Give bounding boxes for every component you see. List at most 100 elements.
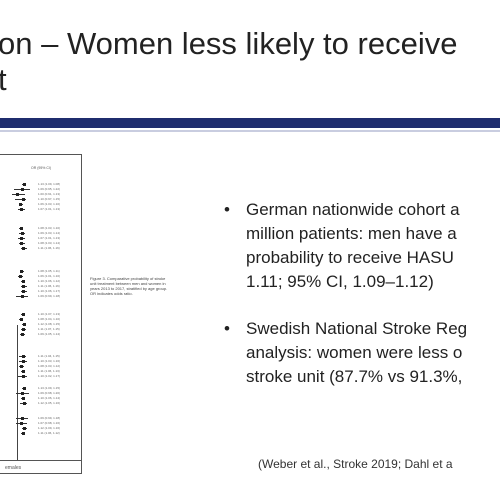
forest-plot-value: 1.12 (1.09, 1.16) bbox=[38, 426, 61, 430]
bullet-line: 1.11; 95% CI, 1.09–1.12) bbox=[246, 272, 434, 291]
forest-plot-point bbox=[22, 427, 26, 430]
forest-plot-value: 1.11 (1.04, 1.15) bbox=[38, 354, 60, 358]
forest-plot-point bbox=[22, 247, 26, 250]
forest-plot-point bbox=[20, 188, 24, 191]
forest-plot-value: 1.09 (0.99, 1.18) bbox=[38, 294, 61, 298]
forest-plot-row: 1.09 (0.99, 1.18) bbox=[2, 416, 78, 420]
forest-plot-point bbox=[20, 417, 24, 420]
forest-plot-row: 1.08 (1.03, 1.12) bbox=[2, 364, 78, 368]
forest-plot-value: 1.07 (0.98, 1.16) bbox=[38, 421, 61, 425]
forest-plot-value: 1.11 (1.06, 1.16) bbox=[38, 246, 60, 250]
forest-plot-figure: OR (95% CI) 1.13 (1.09, 1.08) 1.09 (0.95,… bbox=[0, 154, 82, 474]
bullet-line: German nationwide cohort a bbox=[246, 200, 460, 219]
forest-plot-row: 1.11 (1.06, 1.13) bbox=[2, 369, 78, 373]
forest-plot-point bbox=[20, 365, 24, 368]
forest-plot-point bbox=[21, 360, 25, 363]
forest-plot-point bbox=[21, 313, 25, 316]
forest-plot-value: 1.08 (1.05, 1.11) bbox=[38, 269, 60, 273]
forest-plot-point bbox=[20, 333, 24, 336]
forest-plot-point bbox=[22, 370, 26, 373]
forest-plot-row: 1.09 (1.05, 1.14) bbox=[2, 332, 78, 336]
forest-plot-row: 1.10 (1.06, 1.14) bbox=[2, 396, 78, 400]
forest-plot-row: 1.09 (0.95, 1.22) bbox=[2, 187, 78, 191]
forest-plot-row: 1.13 (1.09, 1.08) bbox=[2, 182, 78, 186]
forest-plot-row: 1.09 (1.03, 1.14) bbox=[2, 231, 78, 235]
forest-plot-row: 1.00 (0.91, 1.13) bbox=[2, 192, 78, 196]
forest-plot-point bbox=[23, 387, 27, 390]
figure-caption: Figure 3. Comparative probability of str… bbox=[90, 276, 168, 296]
bullet-line: analysis: women were less o bbox=[246, 343, 463, 362]
forest-plot-value: 1.08 (1.04, 1.10) bbox=[38, 317, 61, 321]
forest-plot-value: 1.12 (1.05, 1.16) bbox=[38, 401, 61, 405]
forest-plot-row: 1.10 (1.06, 1.17) bbox=[2, 289, 78, 293]
forest-plot-row: 1.12 (1.09, 1.16) bbox=[2, 426, 78, 430]
forest-plot-value: 1.08 (1.03, 1.14) bbox=[38, 241, 61, 245]
forest-plot-row: 1.10 (1.06, 1.12) bbox=[2, 279, 78, 283]
forest-plot-row: 1.10 (1.03, 1.16) bbox=[2, 359, 78, 363]
forest-plot-point bbox=[22, 285, 26, 288]
forest-plot-row: 1.06 (1.01, 1.10) bbox=[2, 274, 78, 278]
forest-plot-row: 1.11 (1.06, 1.16) bbox=[2, 284, 78, 288]
forest-plot-row: 1.12 (1.08, 1.15) bbox=[2, 322, 78, 326]
forest-plot-value: 1.13 (1.09, 1.15) bbox=[38, 386, 61, 390]
forest-plot-point bbox=[22, 328, 26, 331]
forest-plot-value: 1.08 (1.03, 1.10) bbox=[38, 226, 61, 230]
forest-plot-row: 1.11 (1.06, 1.16) bbox=[2, 246, 78, 250]
forest-plot-header: OR (95% CI) bbox=[31, 166, 52, 170]
forest-plot-row: 1.07 (0.98, 1.16) bbox=[2, 421, 78, 425]
bullet-line: probability to receive HASU bbox=[246, 248, 454, 267]
forest-plot-value: 1.11 (1.07, 1.15) bbox=[38, 327, 60, 331]
bullet-german-cohort: • German nationwide cohort a million pat… bbox=[224, 198, 500, 294]
forest-plot-point bbox=[21, 397, 25, 400]
forest-plot-value: 1.10 (1.02, 1.17) bbox=[38, 374, 61, 378]
forest-plot-value: 1.09 (1.05, 1.14) bbox=[38, 332, 61, 336]
forest-plot-point bbox=[20, 242, 24, 245]
forest-plot-point bbox=[20, 392, 24, 395]
forest-plot-value: 1.07 (1.01, 1.13) bbox=[38, 207, 61, 211]
forest-plot-value: 1.11 (1.06, 1.12) bbox=[38, 431, 60, 435]
forest-plot-row: 1.08 (1.05, 1.11) bbox=[2, 269, 78, 273]
reference-citation: (Weber et al., Stroke 2019; Dahl et a bbox=[258, 457, 453, 471]
bullet-swedish-registry: • Swedish National Stroke Reg analysis: … bbox=[224, 317, 500, 389]
slide-title: on – Women less likely to receive t bbox=[0, 26, 500, 98]
forest-plot-value: 1.11 (1.06, 1.16) bbox=[38, 284, 60, 288]
forest-plot-point bbox=[19, 422, 23, 425]
forest-plot-row: 1.10 (1.02, 1.17) bbox=[2, 374, 78, 378]
bullet-dot: • bbox=[224, 200, 230, 219]
forest-plot-point bbox=[22, 355, 26, 358]
forest-plot-point bbox=[22, 323, 26, 326]
forest-plot-value: 1.10 (1.06, 1.14) bbox=[38, 396, 61, 400]
forest-plot-value: 1.10 (1.06, 1.17) bbox=[38, 289, 61, 293]
forest-plot-row: 1.09 (0.99, 1.18) bbox=[2, 294, 78, 298]
forest-plot-point bbox=[20, 318, 24, 321]
forest-plot-row: 1.08 (1.03, 1.14) bbox=[2, 241, 78, 245]
forest-plot-point bbox=[20, 270, 24, 273]
forest-plot-value: 1.10 (1.06, 1.12) bbox=[38, 279, 61, 283]
bullet-line: million patients: men have a bbox=[246, 224, 457, 243]
bullet-line: Swedish National Stroke Reg bbox=[246, 319, 468, 338]
forest-plot-row: 1.10 (0.97, 1.15) bbox=[2, 197, 78, 201]
forest-plot-value: 1.10 (1.07, 1.13) bbox=[38, 312, 61, 316]
forest-plot-value: 1.10 (0.97, 1.15) bbox=[38, 197, 61, 201]
forest-plot-point bbox=[19, 275, 23, 278]
forest-plot-value: 1.12 (1.08, 1.15) bbox=[38, 322, 61, 326]
forest-plot-row: 1.11 (1.04, 1.15) bbox=[2, 354, 78, 358]
forest-plot-point bbox=[20, 232, 24, 235]
forest-plot-value: 1.07 (1.01, 1.13) bbox=[38, 236, 61, 240]
forest-plot-point bbox=[22, 432, 26, 435]
forest-plot-row: 1.06 (1.03, 1.10) bbox=[2, 202, 78, 206]
forest-plot-row: 1.07 (1.01, 1.13) bbox=[2, 207, 78, 211]
forest-plot-point bbox=[20, 227, 24, 230]
forest-plot-point bbox=[21, 375, 25, 378]
forest-plot-row: 1.11 (1.07, 1.15) bbox=[2, 327, 78, 331]
forest-plot-footer-label: emales bbox=[5, 465, 22, 471]
forest-plot-row: 1.08 (1.03, 1.10) bbox=[2, 226, 78, 230]
forest-plot-value: 1.09 (0.99, 1.18) bbox=[38, 416, 61, 420]
forest-plot-value: 1.08 (1.03, 1.12) bbox=[38, 364, 61, 368]
forest-plot-point bbox=[21, 198, 25, 201]
forest-plot-ci-line bbox=[15, 199, 26, 200]
forest-plot-value: 1.06 (1.01, 1.10) bbox=[38, 274, 61, 278]
forest-plot-row: 1.11 (1.06, 1.12) bbox=[2, 431, 78, 435]
forest-plot-row: 1.08 (1.04, 1.10) bbox=[2, 317, 78, 321]
forest-plot-point bbox=[19, 237, 23, 240]
